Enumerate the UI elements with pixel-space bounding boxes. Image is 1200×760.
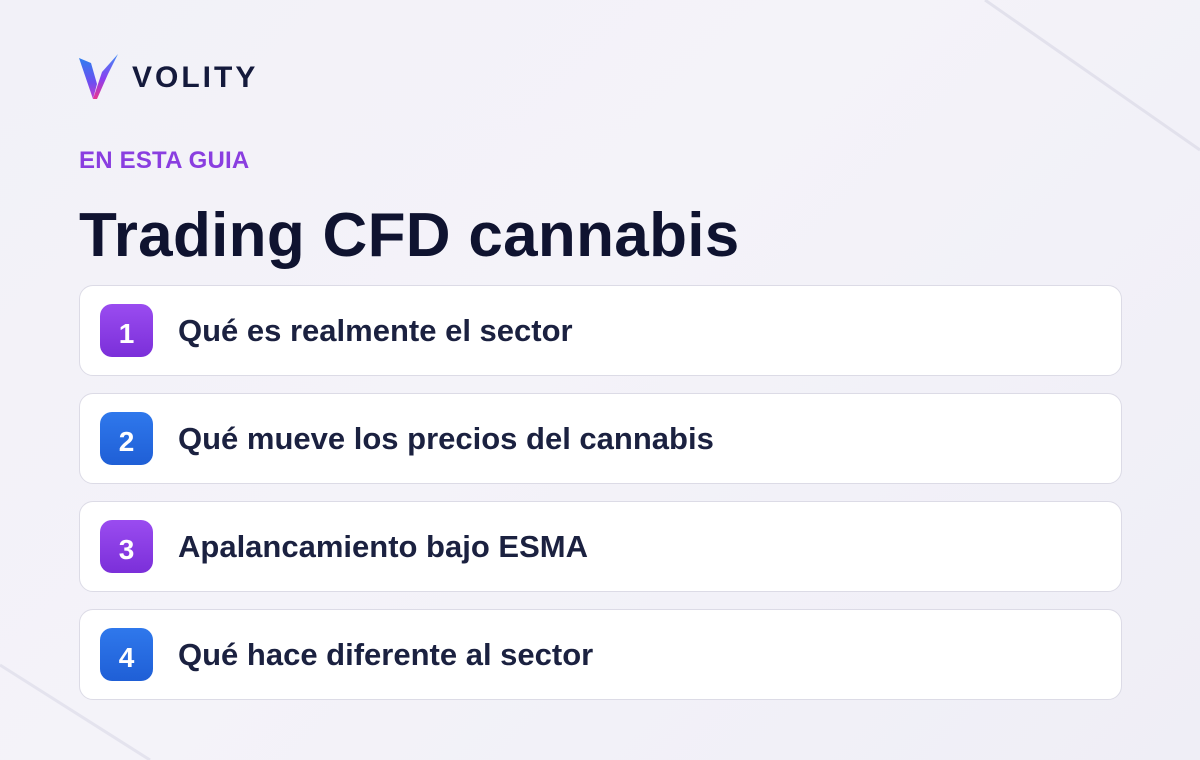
step-number-badge: 1 <box>100 304 153 357</box>
list-item-label: Qué mueve los precios del cannabis <box>178 421 714 456</box>
list-item-label: Qué hace diferente al sector <box>178 637 594 672</box>
guide-contents-list: 1 Qué es realmente el sector 2 Qué mueve… <box>79 285 1122 717</box>
step-number-badge: 3 <box>100 520 153 573</box>
list-item[interactable]: 2 Qué mueve los precios del cannabis <box>79 393 1122 484</box>
list-item[interactable]: 3 Apalancamiento bajo ESMA <box>79 501 1122 592</box>
step-number-badge: 4 <box>100 628 153 681</box>
section-eyebrow: EN ESTA GUIA <box>79 147 250 174</box>
list-item-label: Qué es realmente el sector <box>178 313 573 348</box>
page-title: Trading CFD cannabis <box>79 201 740 270</box>
brand-logo: VOLITY <box>78 54 258 102</box>
step-number-badge: 2 <box>100 412 153 465</box>
list-item-label: Apalancamiento bajo ESMA <box>178 529 588 564</box>
list-item[interactable]: 1 Qué es realmente el sector <box>79 285 1122 376</box>
list-item[interactable]: 4 Qué hace diferente al sector <box>79 609 1122 700</box>
volity-v-logo-icon <box>79 54 118 99</box>
brand-name: VOLITY <box>132 61 259 94</box>
